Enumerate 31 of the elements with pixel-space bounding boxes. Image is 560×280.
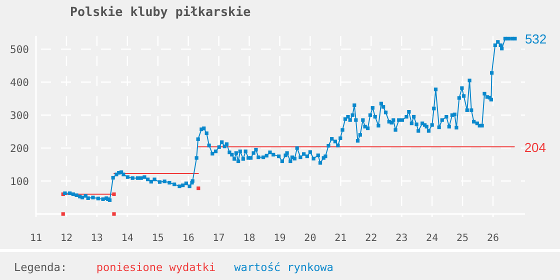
y-tick-label: 100: [10, 176, 29, 188]
data-label: 204: [524, 140, 546, 155]
point: [112, 192, 116, 196]
text: poniesione wydatki: [96, 261, 216, 274]
x-tick-label: 15: [152, 233, 164, 244]
x-tick-label: 11: [30, 233, 42, 244]
y-tick-label: 500: [10, 44, 29, 56]
x-tick-label: 14: [121, 233, 134, 244]
data-label: 532: [524, 32, 547, 47]
x-tick-label: 22: [365, 233, 378, 244]
legend-title: Legenda:: [14, 261, 67, 274]
x-tick-label: 16: [182, 233, 194, 244]
point: [61, 212, 65, 216]
x-tick-label: 20: [304, 233, 316, 244]
point: [112, 212, 116, 216]
x-tick-label: 18: [243, 233, 256, 244]
x-tick-label: 13: [90, 233, 103, 244]
x-tick-label: 21: [334, 233, 347, 244]
chart-title: Polskie kluby piłkarskie: [70, 4, 252, 19]
y-tick-label: 300: [10, 110, 29, 122]
x-tick-label: 24: [426, 233, 438, 244]
x-tick-label: 19: [274, 233, 286, 244]
x-tick-label: 12: [60, 233, 72, 244]
x-tick-label: 23: [396, 233, 408, 244]
point: [196, 186, 200, 190]
text: wartość rynkowa: [234, 261, 334, 274]
y-tick-label: 400: [10, 77, 29, 90]
x-tick-label: 26: [486, 233, 500, 244]
x-tick-label: 25: [456, 233, 469, 244]
x-tick-label: 17: [212, 233, 225, 244]
y-tick-label: 200: [10, 143, 29, 156]
